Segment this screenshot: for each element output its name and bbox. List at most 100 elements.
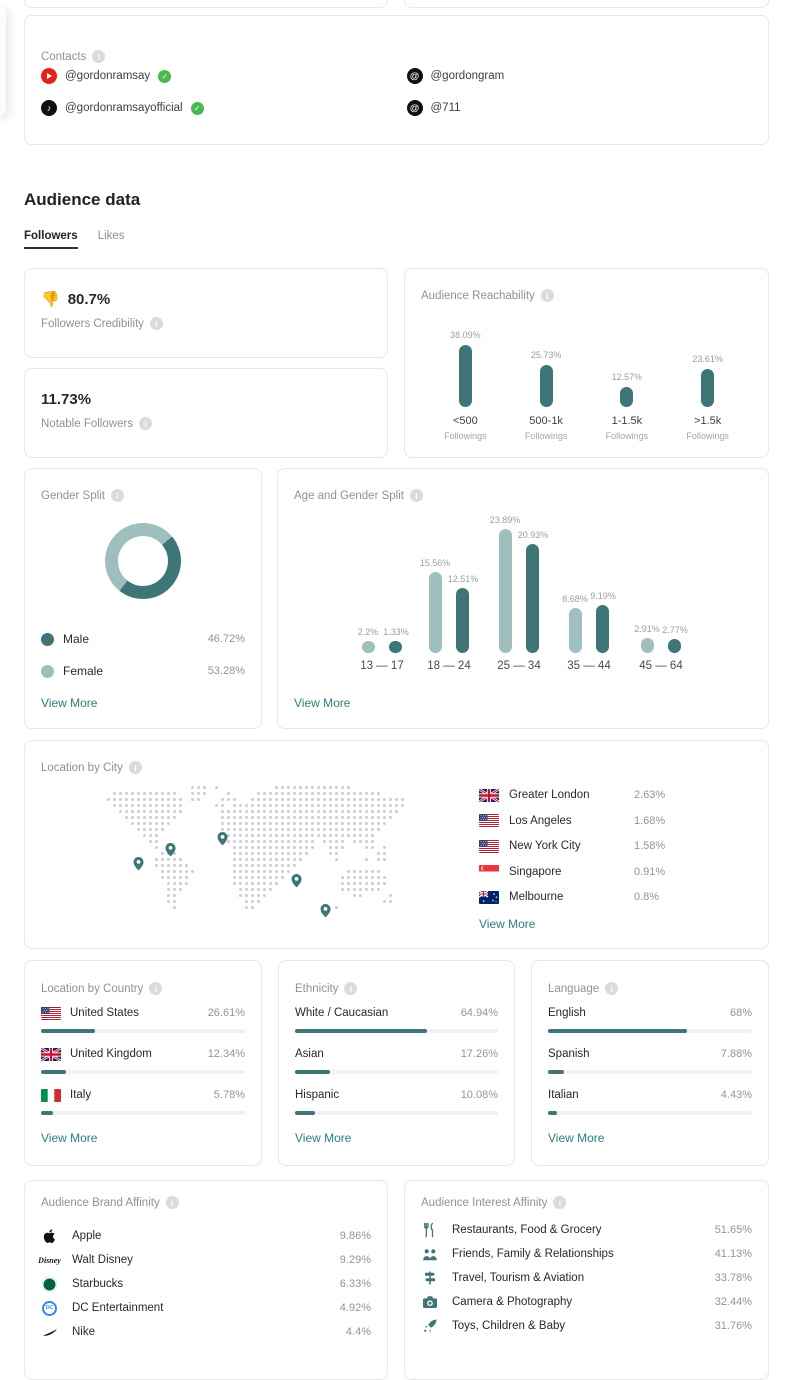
view-more-link[interactable]: View More <box>479 917 536 931</box>
tab-followers[interactable]: Followers <box>24 230 78 249</box>
followings-sublabel: Followings <box>524 431 568 441</box>
followings-range-label: 500-1k <box>529 415 563 427</box>
age-gender-split-title: Age and Gender Split <box>294 489 404 502</box>
interest-row: Camera & Photography 32.44% <box>421 1294 752 1310</box>
view-more-link[interactable]: View More <box>41 696 98 710</box>
info-icon[interactable]: i <box>149 317 163 330</box>
view-more-link[interactable]: View More <box>548 1131 605 1145</box>
view-more-link[interactable]: View More <box>294 696 351 710</box>
prog-row-label: English <box>548 1007 586 1019</box>
female-value-label: 23.89% <box>489 515 521 525</box>
threads-icon: @ <box>406 100 423 116</box>
prog-row-top: White / Caucasian 64.94% <box>295 1005 498 1021</box>
map-pin-los-angeles <box>131 856 146 874</box>
flag-icon-it <box>41 1088 61 1102</box>
info-icon[interactable]: i <box>605 982 619 995</box>
followings-sublabel: Followings <box>444 431 487 441</box>
brand-row: Disney Walt Disney 9.29% <box>38 1252 371 1268</box>
language-row: English 68% <box>548 1005 752 1033</box>
info-icon[interactable]: i <box>540 289 554 302</box>
age-gender-split-card: Age and Gender Split i 2.2% 1.33% 13 — 17 1… <box>277 468 769 729</box>
contact-handle[interactable]: @gordonramsay <box>65 70 151 82</box>
starbucks-icon <box>41 1276 58 1293</box>
age-group-35—44: 8.68% 9.19% 35 — 44 <box>559 503 619 689</box>
flag-icon-gb <box>41 1047 61 1061</box>
city-value: 2.63% <box>634 789 666 801</box>
info-icon[interactable]: i <box>165 1196 179 1209</box>
progress-track <box>41 1029 245 1033</box>
info-icon[interactable]: i <box>149 982 163 995</box>
interest-affinity-list: Restaurants, Food & Grocery 51.65% Friends… <box>421 1222 752 1342</box>
progress-track <box>295 1029 498 1033</box>
progress-fill <box>41 1070 67 1074</box>
gender-legend-female: Female 53.28% <box>41 663 245 679</box>
tiktok-icon: ♪ <box>41 100 57 116</box>
thumbs-down-emoji-icon: 👎 <box>41 291 60 308</box>
brand-affinity-list: Apple 9.86% Disney Walt Disney 9.29% Starbuck… <box>38 1228 371 1348</box>
nike-icon <box>41 1324 58 1341</box>
info-icon[interactable]: i <box>409 489 423 502</box>
prog-row-label: Asian <box>295 1048 324 1060</box>
prog-row-value: 26.61% <box>207 1007 245 1019</box>
world-map <box>101 786 437 918</box>
ethnicity-row: Asian 17.26% <box>295 1046 498 1074</box>
contact-handle[interactable]: @711 <box>430 102 461 114</box>
audience-interest-affinity-card: Audience Interest Affinity i Restaurants… <box>404 1180 769 1380</box>
info-icon[interactable]: i <box>110 489 124 502</box>
age-range-label: 45 — 64 <box>639 660 683 672</box>
location-by-country-card: Location by Country i United States 26.61… <box>24 960 262 1166</box>
contact-handle[interactable]: @gordongram <box>430 70 505 82</box>
prog-row-value: 4.43% <box>720 1089 752 1101</box>
contacts-card: Contacts i @gordonramsay ✓ @ @gordongram ♪ @g… <box>24 15 769 145</box>
audience-reachability-title: Audience Reachability <box>421 289 535 302</box>
audience-brand-affinity-title: Audience Brand Affinity <box>41 1196 160 1209</box>
view-more-link[interactable]: View More <box>295 1131 352 1145</box>
location_country-row: United Kingdom 12.34% <box>41 1046 245 1074</box>
city-name: Los Angeles <box>509 814 572 827</box>
followers-credibility-value: 80.7% <box>67 291 111 308</box>
map-pin-new-york-city <box>163 842 178 860</box>
contact-handle[interactable]: @gordonramsayofficial <box>65 102 183 114</box>
male-value-label: 2.77% <box>662 625 688 635</box>
threads-icon: @ <box>406 68 423 84</box>
interest-row: Travel, Tourism & Aviation 33.78% <box>421 1270 752 1286</box>
interest-name: Restaurants, Food & Grocery <box>452 1224 602 1236</box>
info-icon[interactable]: i <box>128 761 142 774</box>
clipped-card-top-left <box>24 0 388 8</box>
view-more-link[interactable]: View More <box>41 1131 98 1145</box>
contact-row-tiktok: ♪ @gordonramsayofficial ✓ <box>41 100 387 116</box>
contact-row-threads: @ @711 <box>406 100 753 116</box>
prog-row-name: Hispanic <box>295 1089 461 1101</box>
audience-tabs: Followers Likes <box>24 230 125 249</box>
city-row: Singapore 0.91% <box>479 864 757 880</box>
audience-brand-affinity-card: Audience Brand Affinity i Apple 9.86% Disn… <box>24 1180 388 1380</box>
language-title: Language <box>548 982 600 995</box>
city-value: 0.8% <box>634 891 660 903</box>
prog-row-value: 68% <box>729 1007 752 1019</box>
prog-row-name: Italian <box>548 1089 721 1101</box>
interest-value: 51.65% <box>714 1224 752 1236</box>
info-icon[interactable]: i <box>92 50 106 63</box>
info-icon[interactable]: i <box>344 982 358 995</box>
info-icon[interactable]: i <box>553 1196 567 1209</box>
brand-row: DC DC Entertainment 4.92% <box>41 1300 371 1316</box>
male-dot <box>41 632 54 646</box>
male-value-label: 12.51% <box>447 574 479 584</box>
followings-range-label: <500 <box>452 415 478 427</box>
prog-row-label: Hispanic <box>295 1089 340 1101</box>
prog-row-name: Asian <box>295 1048 461 1060</box>
age-group-25—34: 23.89% 20.93% 25 — 34 <box>489 503 549 689</box>
apple-icon <box>41 1228 58 1245</box>
ethnicity-row: Hispanic 10.08% <box>295 1087 498 1115</box>
bar-value-label: 38.09% <box>450 330 481 340</box>
prog-row-name: United States <box>41 1006 208 1020</box>
male-bar <box>526 544 539 653</box>
age-group-45—64: 2.91% 2.77% 45 — 64 <box>631 503 691 689</box>
info-icon[interactable]: i <box>139 417 153 430</box>
language-list: English 68% Spanish 7.88% Italian 4.43% <box>548 1005 752 1128</box>
contacts-list: @gordonramsay ✓ @ @gordongram ♪ @gordonramsay… <box>41 68 752 116</box>
tab-likes[interactable]: Likes <box>97 230 125 242</box>
prog-row-value: 12.34% <box>207 1048 245 1060</box>
notable-followers-value: 11.73% <box>41 391 92 408</box>
followers-credibility-label: Followers Credibility <box>41 317 144 330</box>
